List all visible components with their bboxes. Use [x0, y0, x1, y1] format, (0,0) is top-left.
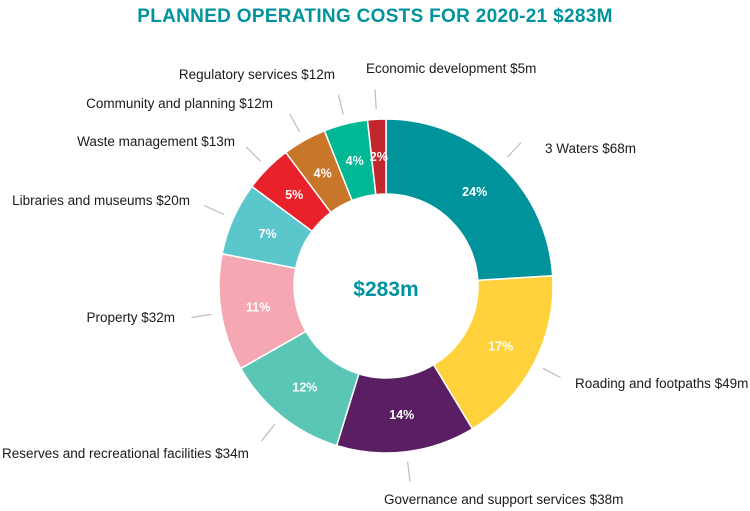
slice-percent-label: 12%	[292, 380, 317, 394]
slice-category-label: Libraries and museums $20m	[12, 193, 190, 208]
slice-percent-label: 2%	[370, 150, 388, 164]
slice-percent-label: 4%	[314, 167, 332, 181]
slice-category-label: Community and planning $12m	[86, 96, 273, 111]
slice-category-label: Roading and footpaths $49m	[575, 376, 748, 391]
center-total-label: $283m	[353, 278, 418, 301]
slice-category-label: Waste management $13m	[77, 134, 235, 149]
slice-category-label: 3 Waters $68m	[545, 141, 636, 156]
leader-line	[374, 89, 377, 110]
leader-line	[506, 142, 522, 158]
slice-percent-label: 17%	[488, 340, 513, 354]
chart-title: PLANNED OPERATING COSTS FOR 2020-21 $283…	[137, 6, 613, 27]
slice-percent-label: 7%	[259, 227, 277, 241]
leader-line	[203, 204, 225, 215]
slice-percent-label: 5%	[285, 188, 303, 202]
donut-slice	[366, 118, 387, 196]
leader-line	[407, 461, 411, 482]
slice-percent-label: 4%	[346, 154, 364, 168]
leader-line	[260, 423, 276, 442]
leader-line	[542, 367, 561, 379]
slice-percent-label: 14%	[389, 408, 414, 422]
leader-line	[191, 313, 212, 319]
slice-category-label: Reserves and recreational facilities $34…	[2, 446, 249, 461]
leader-line	[245, 146, 261, 162]
slice-category-label: Governance and support services $38m	[384, 492, 623, 507]
leader-line	[289, 113, 301, 132]
slice-category-label: Economic development $5m	[366, 61, 536, 76]
slice-percent-label: 24%	[462, 185, 487, 199]
slice-category-label: Regulatory services $12m	[179, 67, 335, 82]
slice-percent-label: 11%	[246, 300, 270, 314]
donut-slice	[385, 118, 554, 282]
slice-category-label: Property $32m	[86, 310, 175, 325]
leader-line	[337, 94, 344, 115]
